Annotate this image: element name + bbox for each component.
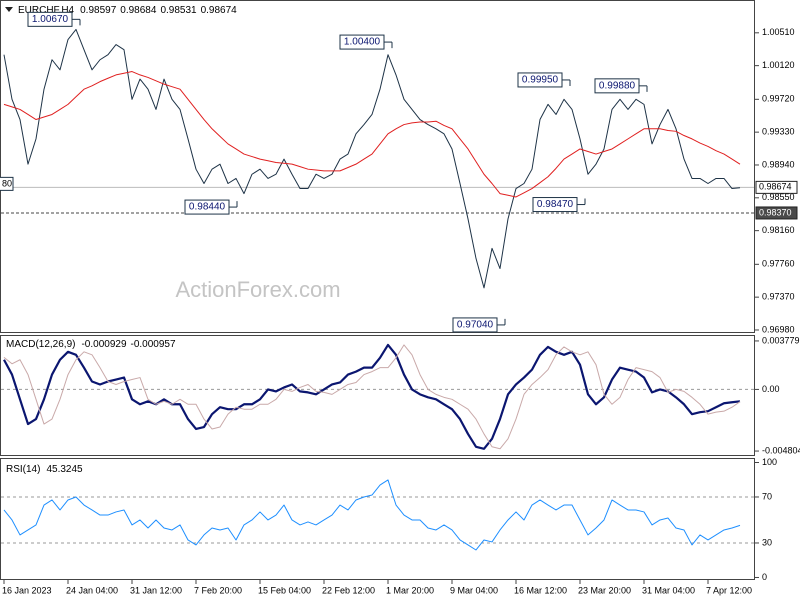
y-tick-label: 0.98160 xyxy=(762,225,795,235)
header-value: -0.000929 xyxy=(81,339,126,350)
y-tick-label: 1.00510 xyxy=(762,27,795,37)
header-value: -0.000957 xyxy=(131,339,176,350)
price-label: 0.98370 xyxy=(759,207,792,217)
clipped-label-box xyxy=(0,176,14,191)
y-tick-label: 30 xyxy=(762,537,772,547)
x-tick-label: 15 Feb 04:00 xyxy=(258,585,311,595)
panel-title: MACD(12,26,9) xyxy=(6,339,75,350)
x-tick-label: 1 Mar 20:00 xyxy=(386,585,434,595)
annotation-box xyxy=(27,11,73,27)
annotation-box xyxy=(594,78,640,94)
annotation-box xyxy=(452,317,498,333)
x-tick-label: 24 Jan 04:00 xyxy=(66,585,118,595)
annotation-label: 0.97040 xyxy=(457,320,494,331)
series-line xyxy=(3,343,741,450)
annotation-label: 1.00670 xyxy=(32,14,69,25)
header-arrow xyxy=(5,7,13,12)
rsi-panel xyxy=(0,458,755,580)
watermark: ActionForex.com xyxy=(175,277,340,302)
y-tick-label: 0.99720 xyxy=(762,94,795,104)
panel-header: EURCHF,H4 0.98597 0.98684 0.98531 0.98674 xyxy=(18,5,237,16)
x-tick-label: 7 Apr 12:00 xyxy=(706,585,752,595)
annotation-label: 0.98440 xyxy=(189,202,226,213)
y-tick-label: 0.99330 xyxy=(762,127,795,137)
annotation-label: 0.99950 xyxy=(522,75,559,86)
y-tick-label: 0.00 xyxy=(762,384,780,394)
annotation-label: 1.00400 xyxy=(344,37,381,48)
y-tick-label: 0.97760 xyxy=(762,259,795,269)
y-tick-label: 0.98940 xyxy=(762,159,795,169)
y-tick-label: 0 xyxy=(762,572,767,582)
x-tick-label: 16 Jan 2023 xyxy=(2,585,52,595)
annotation-label: 0.99880 xyxy=(599,80,636,91)
clipped-label: 80 xyxy=(2,179,12,189)
annotation-box xyxy=(532,197,578,213)
header-value: 0.98531 xyxy=(160,5,197,16)
y-tick-label: -0.004804 xyxy=(762,445,800,455)
price-panel xyxy=(0,0,755,333)
y-tick-label: 0.96980 xyxy=(762,324,795,334)
x-tick-label: 9 Mar 04:00 xyxy=(450,585,498,595)
x-tick-label: 31 Mar 04:00 xyxy=(642,585,695,595)
x-tick-label: 23 Mar 20:00 xyxy=(578,585,631,595)
annotation-box xyxy=(184,199,230,215)
annotation-box xyxy=(517,72,563,88)
header-value: 0.98597 xyxy=(80,5,117,16)
price-label-box xyxy=(755,180,798,194)
y-tick-label: 0.97370 xyxy=(762,292,795,302)
panel-title: EURCHF,H4 xyxy=(18,5,75,16)
y-tick-label: 0.003779 xyxy=(762,335,800,345)
x-tick-label: 31 Jan 12:00 xyxy=(130,585,182,595)
panel-header: RSI(14) 45.3245 xyxy=(6,464,83,475)
panel-header: MACD(12,26,9) -0.000929 -0.000957 xyxy=(6,339,176,350)
series-line xyxy=(3,71,741,198)
series-line xyxy=(3,479,741,551)
panel-title: RSI(14) xyxy=(6,464,40,475)
annotation-label: 0.98470 xyxy=(537,199,574,210)
series-line xyxy=(3,28,741,289)
x-tick-label: 22 Feb 12:00 xyxy=(322,585,375,595)
price-label-box xyxy=(755,206,798,220)
header-value: 0.98684 xyxy=(120,5,157,16)
series-line xyxy=(3,344,741,450)
annotation-box xyxy=(339,34,385,50)
x-tick-label: 16 Mar 12:00 xyxy=(514,585,567,595)
macd-panel xyxy=(0,335,755,456)
x-tick-label: 7 Feb 20:00 xyxy=(194,585,242,595)
header-value: 0.98674 xyxy=(201,5,238,16)
y-tick-label: 1.00120 xyxy=(762,60,795,70)
y-tick-label: 0.98550 xyxy=(762,192,795,202)
y-tick-label: 70 xyxy=(762,491,772,501)
price-label: 0.98674 xyxy=(759,182,792,192)
header-value: 45.3245 xyxy=(46,464,83,475)
plot-layer: 1.00510 1.00120 0.99720 0.99330 0.98940 0.985… xyxy=(0,5,800,595)
y-tick-label: 100 xyxy=(762,457,777,467)
